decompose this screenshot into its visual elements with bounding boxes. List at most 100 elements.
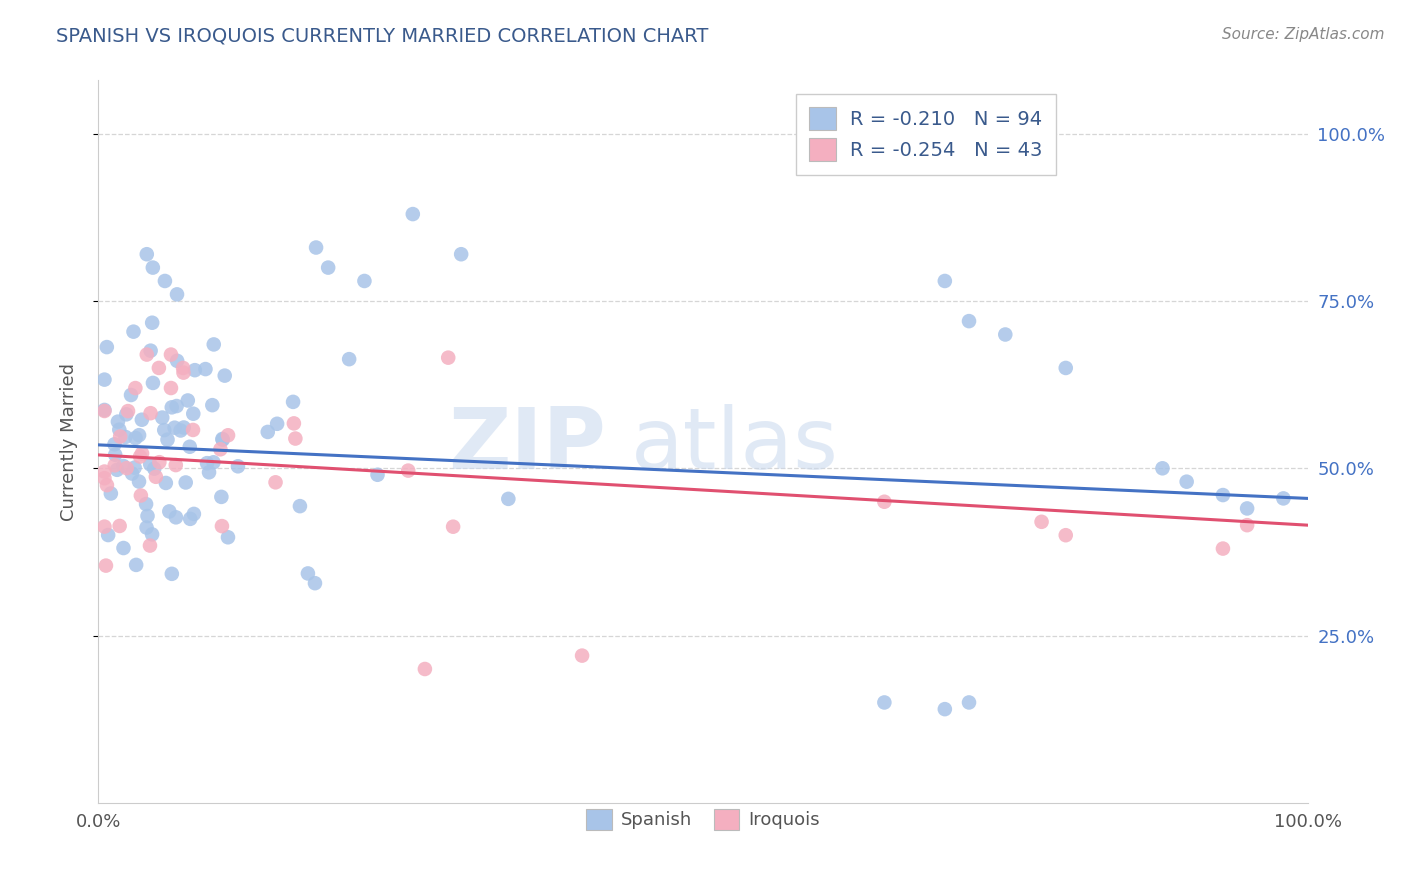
Point	[498, 491, 520, 506]
Point	[353, 274, 375, 288]
Point	[172, 361, 194, 376]
Point	[96, 340, 118, 354]
Point	[211, 519, 233, 533]
Point	[266, 417, 288, 431]
Point	[153, 274, 176, 288]
Point	[124, 381, 146, 395]
Point	[198, 465, 221, 479]
Point	[934, 274, 956, 288]
Point	[437, 351, 460, 365]
Point	[994, 327, 1017, 342]
Point	[97, 528, 120, 542]
Point	[1236, 501, 1258, 516]
Point	[163, 420, 186, 434]
Point	[139, 458, 162, 472]
Point	[135, 348, 157, 362]
Point	[226, 459, 249, 474]
Point	[288, 499, 311, 513]
Point	[194, 362, 217, 376]
Point	[413, 662, 436, 676]
Point	[184, 363, 207, 377]
Point	[181, 407, 204, 421]
Point	[94, 558, 117, 573]
Point	[120, 388, 142, 402]
Point	[169, 424, 191, 438]
Point	[297, 566, 319, 581]
Point	[125, 558, 148, 572]
Point	[450, 247, 472, 261]
Point	[148, 361, 170, 376]
Point	[256, 425, 278, 439]
Y-axis label: Currently Married: Currently Married	[59, 362, 77, 521]
Point	[1152, 461, 1174, 475]
Point	[441, 519, 464, 533]
Point	[183, 507, 205, 521]
Point	[165, 510, 187, 524]
Point	[108, 429, 131, 443]
Point	[165, 458, 187, 472]
Point	[934, 702, 956, 716]
Point	[131, 446, 153, 460]
Point	[145, 470, 167, 484]
Point	[100, 486, 122, 500]
Point	[136, 508, 159, 523]
Point	[337, 352, 360, 367]
Point	[316, 260, 339, 275]
Point	[131, 413, 153, 427]
Point	[141, 316, 163, 330]
Point	[105, 463, 128, 477]
Point	[135, 247, 157, 261]
Point	[135, 497, 157, 511]
Point	[173, 420, 195, 434]
Point	[129, 450, 152, 464]
Point	[396, 464, 419, 478]
Point	[141, 527, 163, 541]
Point	[135, 520, 157, 534]
Point	[177, 393, 200, 408]
Point	[142, 260, 165, 275]
Point	[214, 368, 236, 383]
Point	[179, 512, 201, 526]
Point	[93, 471, 115, 485]
Point	[160, 348, 183, 362]
Point	[283, 417, 305, 431]
Point	[103, 437, 125, 451]
Point	[104, 458, 127, 473]
Point	[108, 519, 131, 533]
Point	[209, 490, 232, 504]
Point	[160, 566, 183, 581]
Point	[107, 415, 129, 429]
Point	[156, 433, 179, 447]
Text: atlas: atlas	[630, 404, 838, 487]
Point	[112, 541, 135, 555]
Point	[115, 408, 138, 422]
Point	[129, 489, 152, 503]
Point	[174, 475, 197, 490]
Point	[1272, 491, 1295, 506]
Point	[195, 456, 218, 470]
Point	[181, 423, 204, 437]
Point	[93, 519, 115, 533]
Point	[115, 461, 138, 475]
Point	[202, 455, 225, 469]
Point	[117, 404, 139, 418]
Point	[104, 448, 127, 462]
Point	[957, 314, 980, 328]
Text: Source: ZipAtlas.com: Source: ZipAtlas.com	[1222, 27, 1385, 42]
Point	[128, 428, 150, 442]
Point	[139, 539, 162, 553]
Point	[150, 410, 173, 425]
Point	[179, 440, 201, 454]
Point	[284, 432, 307, 446]
Point	[93, 404, 115, 418]
Point	[166, 399, 188, 413]
Point	[108, 423, 131, 437]
Point	[96, 478, 118, 492]
Point	[121, 467, 143, 481]
Point	[160, 381, 183, 395]
Point	[1054, 361, 1077, 376]
Point	[93, 465, 115, 479]
Point	[153, 423, 176, 437]
Point	[957, 696, 980, 710]
Point	[157, 504, 180, 518]
